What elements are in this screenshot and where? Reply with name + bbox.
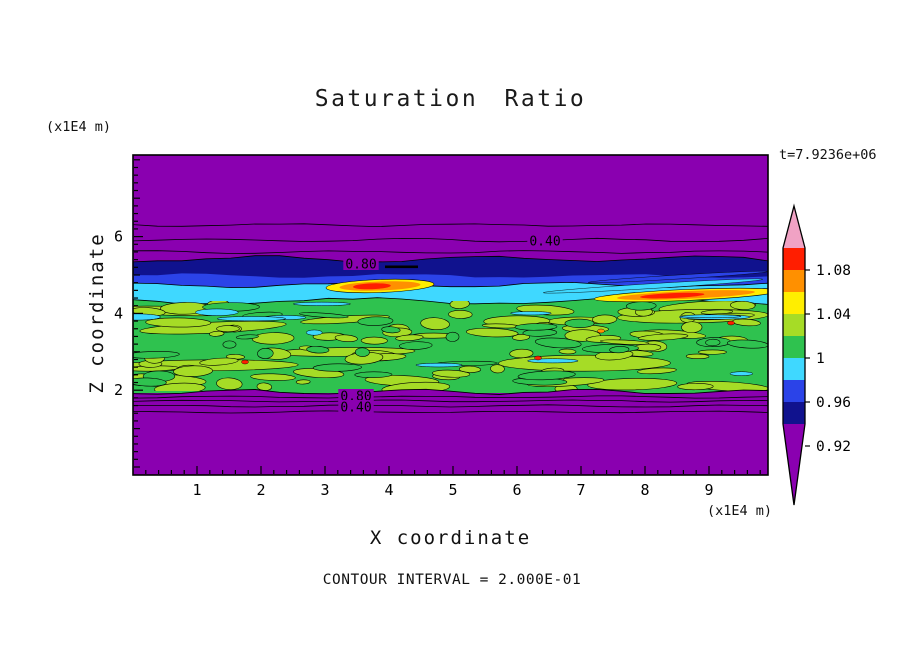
x-axis-title: X coordinate bbox=[369, 527, 532, 549]
chart-title: Saturation Ratio bbox=[314, 86, 587, 112]
svg-text:1.08: 1.08 bbox=[816, 263, 851, 279]
svg-text:0.40: 0.40 bbox=[340, 401, 371, 416]
svg-text:4: 4 bbox=[114, 304, 123, 322]
contour-interval-caption: CONTOUR INTERVAL = 2.000E-01 bbox=[322, 572, 582, 588]
tick-labels: 1 2 3 4 5 6 7 8 9 2 4 6 bbox=[114, 228, 714, 499]
svg-text:1: 1 bbox=[816, 351, 825, 367]
svg-text:6: 6 bbox=[512, 481, 521, 499]
svg-text:0.96: 0.96 bbox=[816, 395, 851, 411]
svg-text:7: 7 bbox=[576, 481, 585, 499]
y-axis-units-label: (x1E4 m) bbox=[46, 119, 112, 135]
svg-text:5: 5 bbox=[448, 481, 457, 499]
axis-ticks bbox=[134, 159, 761, 474]
svg-text:0.80: 0.80 bbox=[345, 258, 376, 273]
plot-area bbox=[133, 155, 768, 475]
svg-text:3: 3 bbox=[320, 481, 329, 499]
svg-text:6: 6 bbox=[114, 228, 123, 246]
svg-text:0.40: 0.40 bbox=[529, 235, 560, 250]
svg-text:2: 2 bbox=[256, 481, 265, 499]
time-label: t=7.9236e+06 bbox=[779, 147, 877, 163]
colorbar: 1.08 1.04 1 0.96 0.92 bbox=[782, 203, 851, 506]
contour-labels: 0.400.800.800.40 bbox=[338, 234, 563, 416]
svg-text:4: 4 bbox=[384, 481, 393, 499]
green-mottling bbox=[133, 301, 768, 391]
svg-text:8: 8 bbox=[640, 481, 649, 499]
svg-text:1.04: 1.04 bbox=[816, 307, 851, 323]
svg-text:2: 2 bbox=[114, 381, 123, 399]
x-axis-units-label: (x1E4 m) bbox=[706, 503, 772, 519]
svg-text:9: 9 bbox=[704, 481, 713, 499]
plot-border bbox=[132, 154, 769, 476]
svg-text:1: 1 bbox=[192, 481, 201, 499]
svg-text:0.92: 0.92 bbox=[816, 439, 851, 455]
